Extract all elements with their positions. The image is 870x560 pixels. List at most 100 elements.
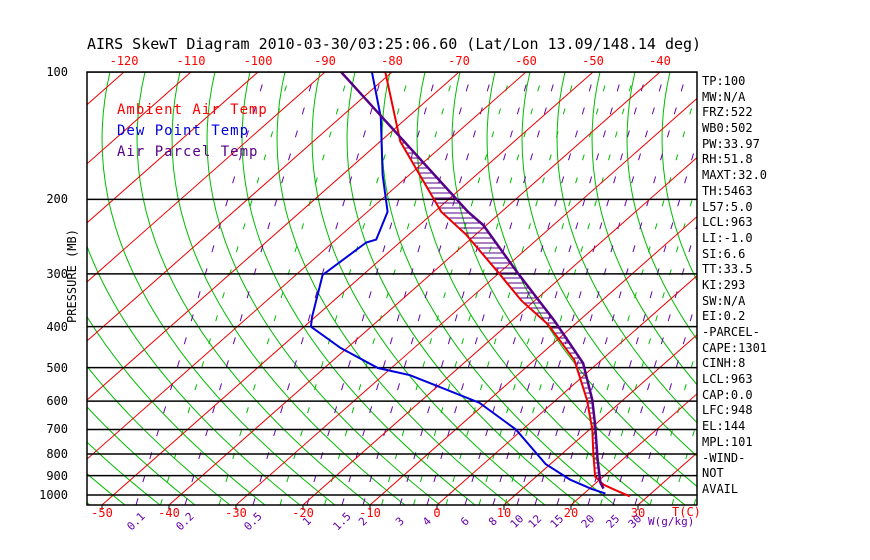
mixing-ratio-line	[341, 72, 473, 505]
stat-line: -PARCEL-	[702, 325, 760, 339]
isotherm-line	[235, 97, 697, 505]
dry-adiabat-line	[87, 406, 196, 505]
legend-ambient-air-temp: Ambient Air Temp	[117, 102, 268, 118]
dry-adiabat-line	[136, 72, 371, 505]
isotherm-line	[101, 72, 594, 505]
curve-dew-point-temp	[309, 72, 606, 495]
mixing-ratio-line	[445, 72, 577, 505]
stat-line: TP:100	[702, 74, 746, 88]
legend-dew-point-temp: Dew Point Temp	[117, 123, 250, 139]
stat-line: LI:-1.0	[702, 230, 753, 245]
isotherm-line	[87, 72, 527, 460]
top-temp-tick-label: -110	[176, 54, 206, 68]
pressure-tick-label: 100	[46, 65, 68, 79]
stat-line: LCL:963	[702, 372, 753, 387]
dry-adiabat-line	[87, 315, 266, 505]
pressure-tick-label: 300	[46, 266, 68, 281]
mixing-ratio-line	[634, 296, 697, 505]
stat-line: TT:33.5	[702, 262, 753, 277]
mixing-ratio-line	[306, 72, 438, 505]
plot-border	[86, 71, 698, 506]
bottom-temp-tick-label: -50	[91, 506, 113, 520]
top-temp-tick-label: -80	[381, 54, 403, 68]
stat-line: KI:293	[702, 277, 746, 292]
dry-adiabat-line	[276, 72, 511, 505]
mixing-ratio-line	[160, 72, 291, 505]
pressure-tick-label: 1000	[39, 488, 68, 502]
mixing-ratio-line	[464, 72, 596, 505]
mixing-ratio-line	[492, 72, 624, 505]
mixing-ratio-line	[279, 72, 411, 505]
mixing-ratio-line	[556, 72, 688, 505]
plot-area	[0, 72, 697, 505]
stat-line: EI:0.2	[702, 309, 746, 324]
top-temp-tick-label: -120	[109, 54, 139, 68]
stat-line: CAPE:1301	[702, 340, 768, 355]
mixing-ratio-line	[516, 72, 648, 505]
stat-line: MW:N/A	[702, 89, 746, 104]
sounding-stats-panel: TP:100 MW:N/A FRZ:522 WB0:502 PW:33.97 RH:51.…	[702, 74, 867, 498]
mixing-ratio-line	[587, 140, 697, 505]
mixing-ratio-line	[252, 72, 384, 505]
dry-adiabat-line	[87, 441, 161, 505]
stat-line: NOT	[702, 466, 724, 481]
stat-line: -WIND-	[702, 450, 746, 465]
stat-line: SI:6.6	[702, 246, 746, 261]
mixing-ratio-line	[426, 72, 558, 505]
stat-line: AVAIL	[702, 481, 739, 496]
pressure-tick-label: 700	[46, 422, 68, 437]
dry-adiabat-line	[626, 72, 697, 341]
isotherm-line	[87, 72, 460, 401]
mixing-ratio-line	[399, 72, 531, 505]
isotherm-line	[503, 334, 697, 505]
top-temp-tick-label: -70	[448, 54, 470, 68]
mixing-ratio-line	[671, 419, 697, 505]
isotherm-line	[168, 72, 661, 505]
top-temp-tick-label: -40	[649, 54, 671, 68]
pressure-tick-label: 200	[46, 192, 68, 207]
stat-line: PW:33.97	[702, 136, 760, 151]
stat-line: LCL:963	[702, 215, 753, 230]
dry-adiabat-line	[521, 72, 697, 457]
bottom-temp-tick-label: 30	[630, 506, 646, 520]
dry-adiabat-line	[346, 72, 581, 505]
bottom-temp-tick-label: 20	[563, 506, 579, 520]
dry-adiabat-line	[87, 365, 231, 505]
mixing-ratio-line	[135, 72, 267, 505]
top-temp-tick-label: -100	[243, 54, 273, 68]
mixing-ratio-unit-label: W(g/kg)	[648, 515, 695, 528]
legend-air-parcel-temp: Air Parcel Temp	[117, 144, 259, 160]
dry-adiabat-line	[101, 72, 336, 505]
pressure-tick-label: 600	[46, 394, 68, 409]
dry-adiabat-line	[206, 72, 441, 505]
curve-air-parcel-temp	[339, 72, 605, 490]
stat-line: SW:N/A	[702, 293, 746, 308]
mixing-ratio-line	[649, 346, 697, 505]
bottom-temp-tick-label: -30	[225, 506, 247, 520]
isotherm-line	[570, 393, 697, 505]
top-temp-tick-label: -90	[314, 54, 336, 68]
dry-adiabat-line	[416, 72, 651, 505]
dry-adiabat-line	[0, 72, 55, 505]
dry-adiabat-line	[381, 72, 616, 505]
bottom-temp-tick-label: -20	[292, 506, 314, 520]
top-temp-tick-label: -50	[582, 54, 604, 68]
mixing-ratio-line	[504, 72, 636, 505]
dry-adiabat-line	[556, 72, 697, 424]
page-title: AIRS SkewT Diagram 2010-03-30/03:25:06.6…	[87, 35, 702, 53]
mixing-ratio-line	[478, 72, 610, 505]
bottom-temp-tick-label: 0	[433, 506, 441, 520]
stat-line: WB0:502	[702, 121, 753, 136]
bottom-temp-tick-label: -40	[158, 506, 180, 520]
isotherm-line	[87, 72, 326, 283]
stat-line: MPL:101	[702, 434, 753, 449]
stat-line: CINH:8	[702, 356, 746, 371]
pressure-tick-label: 500	[46, 360, 68, 375]
isotherm-line	[369, 215, 697, 505]
temp-axis-unit-label: T(C)	[672, 505, 701, 519]
isotherm-line	[87, 72, 192, 165]
dry-adiabat-line	[451, 72, 686, 505]
mixing-ratio-line	[381, 72, 512, 505]
